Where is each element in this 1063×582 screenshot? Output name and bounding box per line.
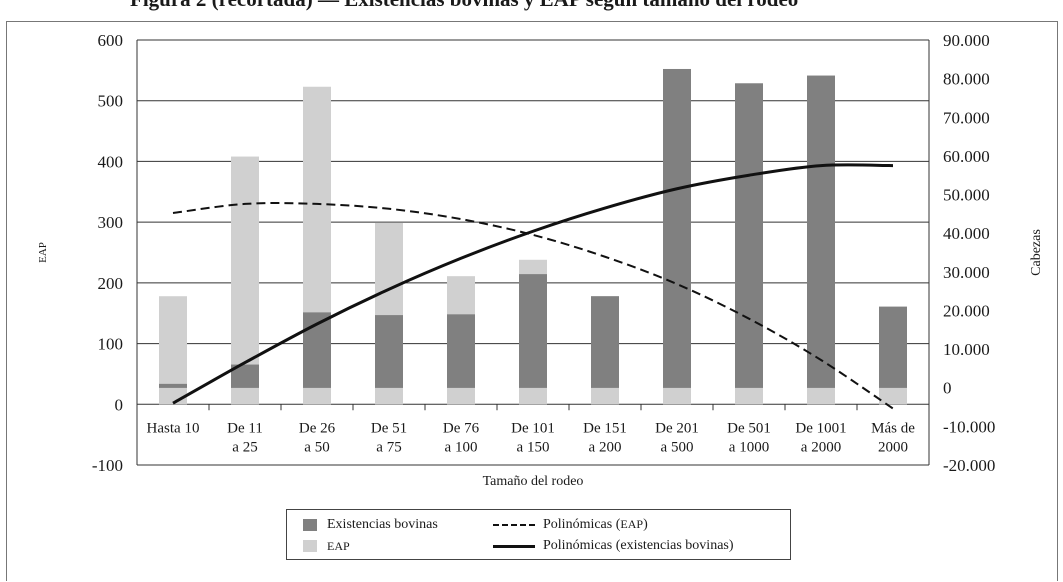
bar-base-band bbox=[231, 387, 259, 405]
y-tick-label-left: 300 bbox=[98, 213, 124, 232]
bar-base-band bbox=[303, 387, 331, 405]
legend-item-poly-eap: Polinómicas (EAP) bbox=[493, 516, 648, 534]
x-tick-label: De 26 bbox=[299, 420, 336, 436]
bar-base-band bbox=[591, 387, 619, 405]
y-tick-label-right: -10.000 bbox=[943, 417, 995, 436]
x-tick-label: De 51 bbox=[371, 420, 407, 436]
y-tick-label-right: 10.000 bbox=[943, 340, 990, 359]
x-tick-label: a 75 bbox=[376, 439, 401, 455]
bar-base-band bbox=[447, 387, 475, 405]
bar-existencias bbox=[807, 75, 835, 405]
x-tick-label: De 201 bbox=[655, 420, 699, 436]
legend-line-dashed bbox=[493, 524, 535, 526]
legend-item-poly-existencias: Polinómicas (existencias bovinas) bbox=[493, 537, 734, 555]
legend-label-eap: EAP bbox=[327, 538, 350, 553]
x-tick-label: a 2000 bbox=[801, 439, 841, 455]
chart-title: Figura 2 (recortada) — Existencias bovin… bbox=[130, 0, 798, 12]
legend-swatch-eap bbox=[303, 540, 317, 552]
y-tick-label-right: 60.000 bbox=[943, 147, 990, 166]
bar-base-band bbox=[735, 387, 763, 405]
legend-item-existencias: Existencias bovinas bbox=[303, 516, 438, 534]
y-tick-label-left: -100 bbox=[92, 456, 123, 475]
x-tick-label: a 25 bbox=[232, 439, 257, 455]
trend-line-existencias bbox=[172, 163, 894, 405]
y-tick-label-left: 0 bbox=[115, 395, 124, 414]
y-tick-label-right: -20.000 bbox=[943, 456, 995, 475]
y-tick-label-right: 50.000 bbox=[943, 186, 990, 205]
bar-base-band bbox=[375, 387, 403, 405]
x-tick-label: De 11 bbox=[227, 420, 263, 436]
x-tick-label: De 1001 bbox=[795, 420, 846, 436]
x-axis-title: Tamaño del rodeo bbox=[483, 474, 584, 489]
bar-base-band bbox=[519, 387, 547, 405]
x-tick-label: 2000 bbox=[878, 439, 908, 455]
x-tick-label: De 501 bbox=[727, 420, 771, 436]
y-tick-label-right: 30.000 bbox=[943, 263, 990, 282]
x-tick-label: Más de bbox=[871, 420, 915, 436]
x-tick-label: De 76 bbox=[443, 420, 480, 436]
x-tick-label: a 500 bbox=[661, 439, 694, 455]
bar-base-band bbox=[663, 387, 691, 405]
x-tick-label: a 100 bbox=[445, 439, 478, 455]
y-tick-label-right: 70.000 bbox=[943, 108, 990, 127]
y-tick-label-right: 90.000 bbox=[943, 31, 990, 50]
chart-title-strip: Figura 2 (recortada) — Existencias bovin… bbox=[0, 0, 1063, 22]
x-tick-label: Hasta 10 bbox=[147, 420, 200, 436]
chart-frame bbox=[6, 21, 1058, 581]
x-tick-label: De 151 bbox=[583, 420, 627, 436]
bar-existencias bbox=[735, 83, 763, 405]
y-axis-title-left: EAP bbox=[37, 242, 49, 263]
y-tick-label-right: 80.000 bbox=[943, 70, 990, 89]
y-tick-label-right: 0 bbox=[943, 379, 952, 398]
x-tick-label: a 200 bbox=[589, 439, 622, 455]
trend-line-eap bbox=[172, 202, 894, 410]
y-axis-title-right: Cabezas bbox=[1029, 229, 1044, 276]
legend-label-existencias: Existencias bovinas bbox=[327, 517, 438, 532]
bar-base-band bbox=[807, 387, 835, 405]
x-tick-label: a 1000 bbox=[729, 439, 769, 455]
y-tick-label-right: 40.000 bbox=[943, 224, 990, 243]
bar-existencias bbox=[663, 68, 691, 405]
legend-label-poly-eap: Polinómicas (EAP) bbox=[543, 517, 648, 532]
y-tick-label-left: 200 bbox=[98, 274, 124, 293]
legend-item-eap: EAP bbox=[303, 537, 350, 555]
bar-existencias bbox=[519, 274, 547, 405]
x-tick-label: a 150 bbox=[517, 439, 550, 455]
y-tick-label-left: 500 bbox=[98, 92, 124, 111]
y-tick-label-right: 20.000 bbox=[943, 301, 990, 320]
y-tick-label-left: 400 bbox=[98, 152, 124, 171]
y-tick-label-left: 100 bbox=[98, 335, 124, 354]
legend: Existencias bovinas EAP Polinómicas (EAP… bbox=[286, 509, 791, 560]
bar-base-band bbox=[879, 387, 907, 405]
legend-label-poly-existencias: Polinómicas (existencias bovinas) bbox=[543, 538, 734, 553]
legend-swatch-existencias bbox=[303, 519, 317, 531]
x-tick-label: De 101 bbox=[511, 420, 555, 436]
legend-line-solid bbox=[493, 544, 535, 548]
y-tick-label-left: 600 bbox=[98, 31, 124, 50]
x-tick-label: a 50 bbox=[304, 439, 329, 455]
bar-existencias bbox=[591, 296, 619, 405]
